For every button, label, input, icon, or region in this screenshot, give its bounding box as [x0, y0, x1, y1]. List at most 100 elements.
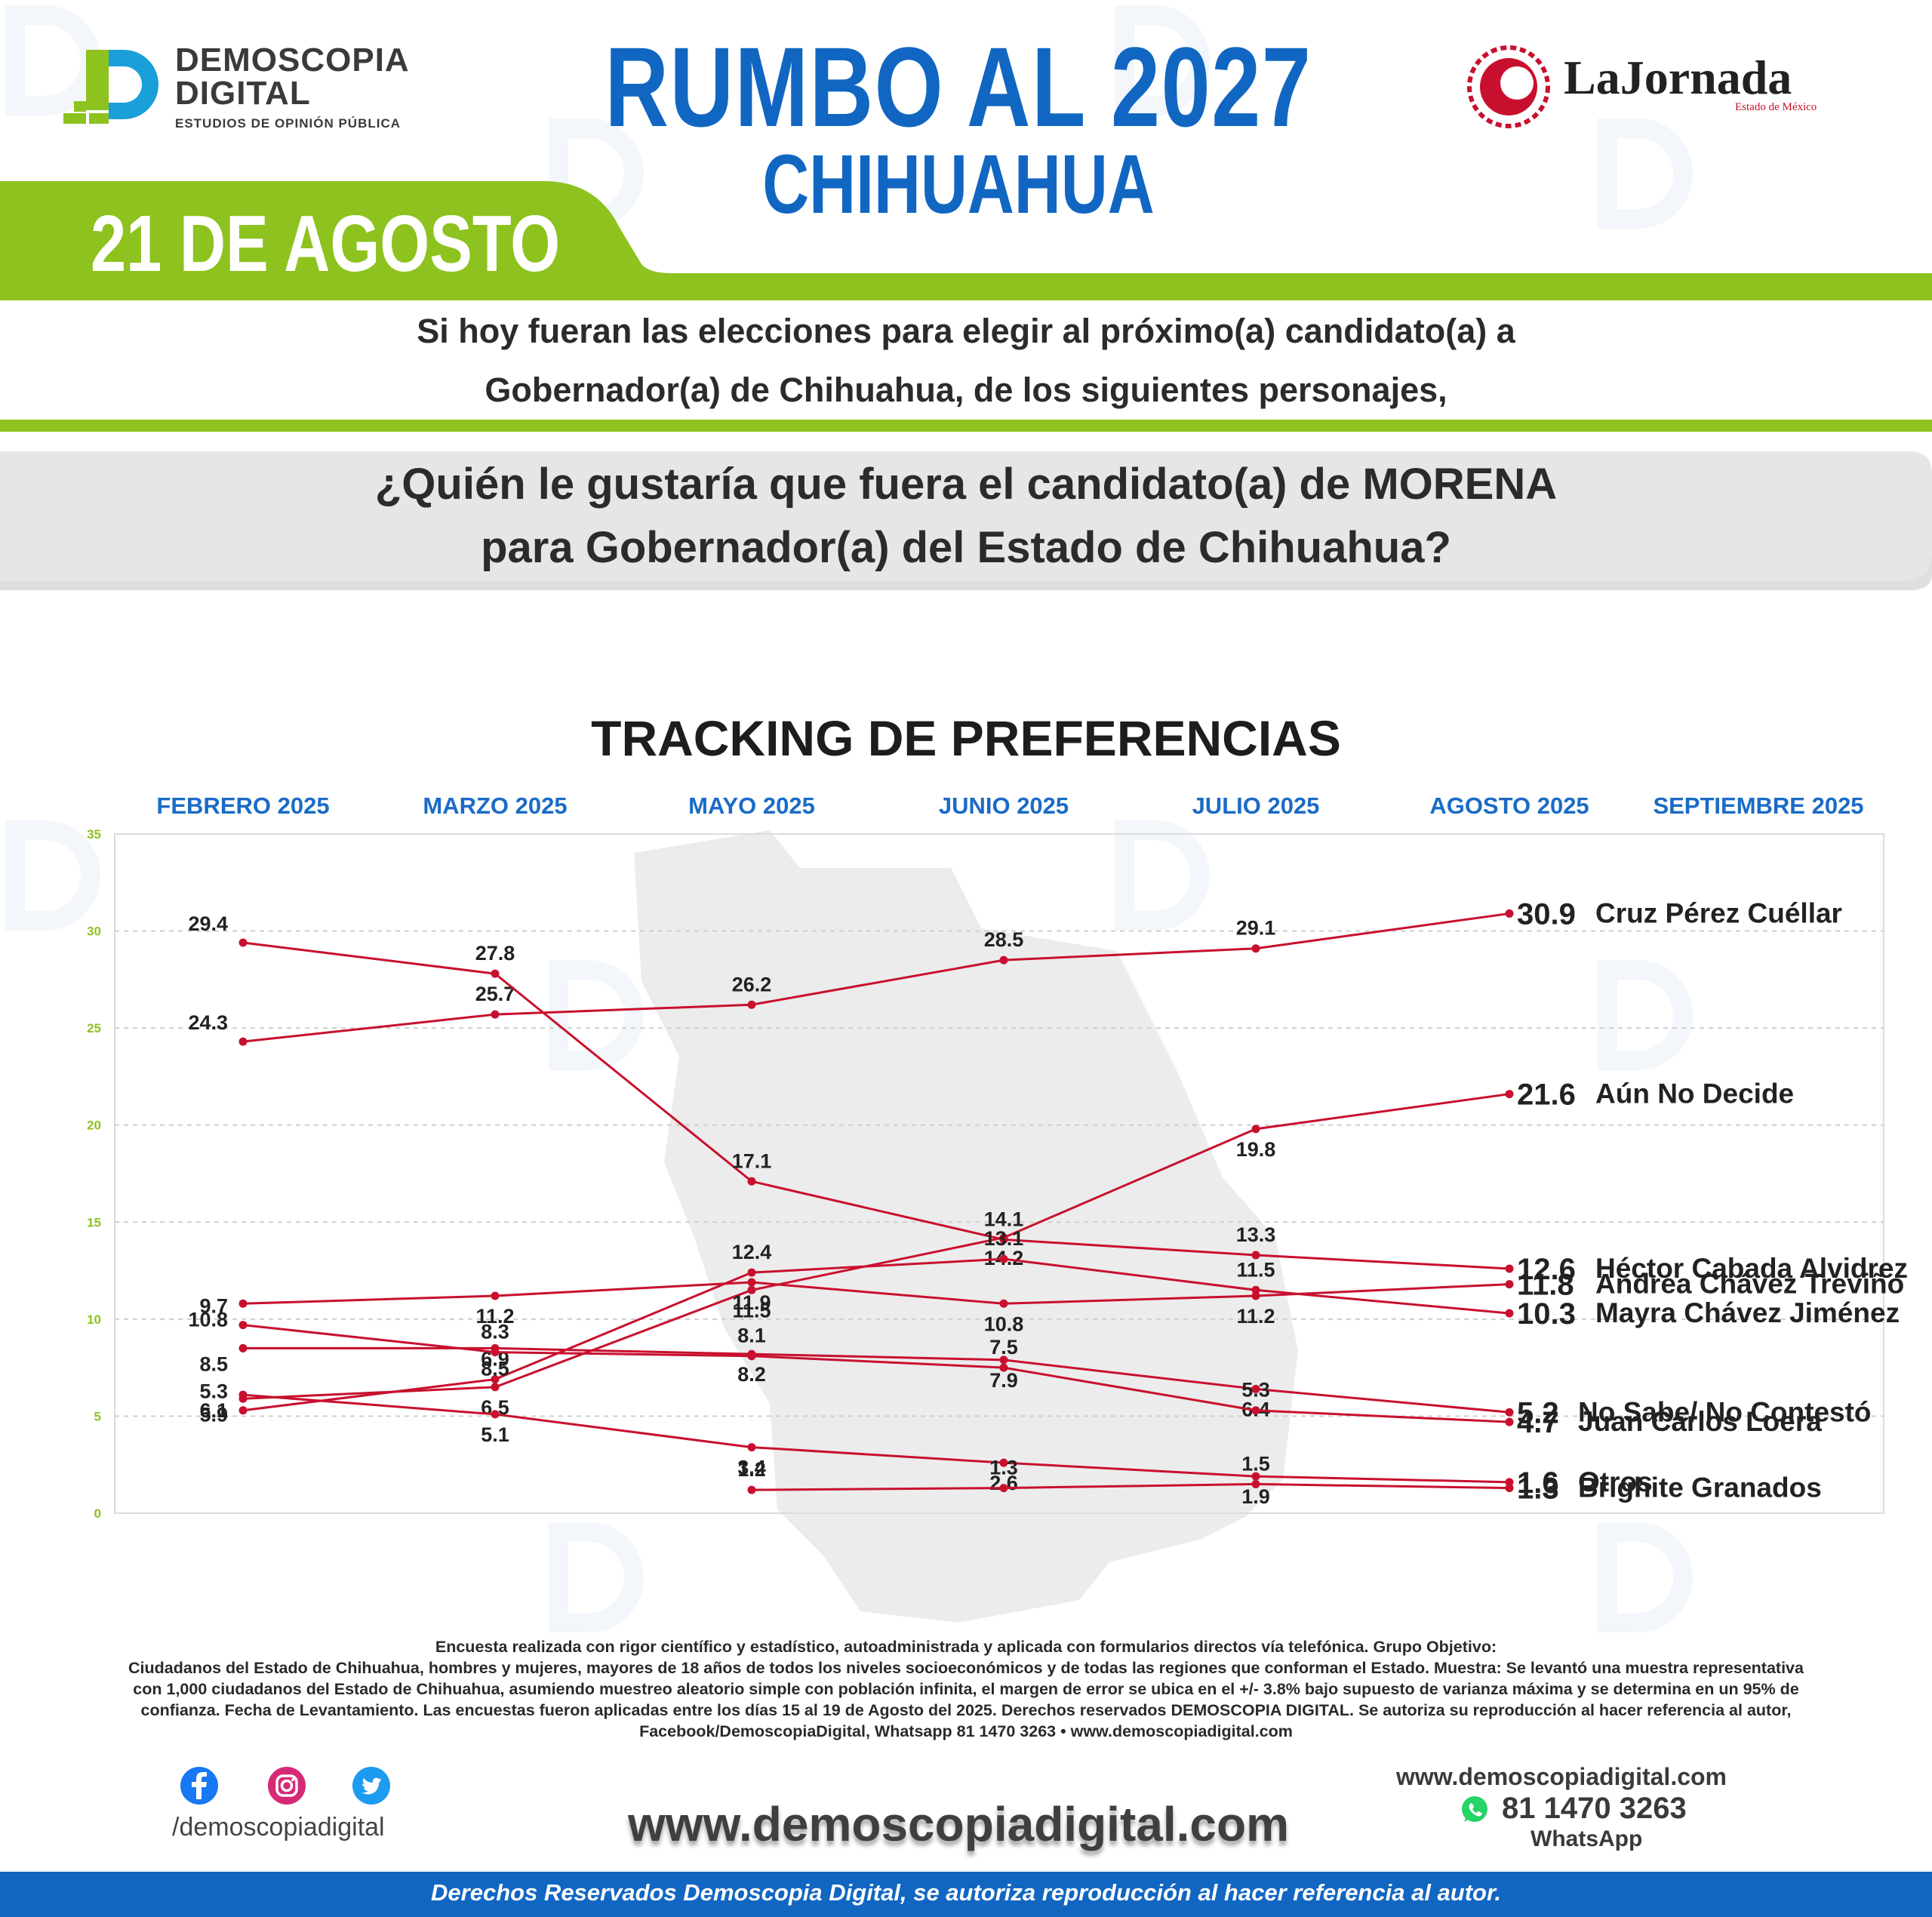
data-point: [491, 969, 500, 978]
data-point: [999, 1484, 1008, 1493]
series-name-label: Brighite Granados: [1578, 1472, 1822, 1503]
data-point: [999, 1299, 1008, 1308]
footnote-line: Ciudadanos del Estado de Chihuahua, homb…: [128, 1659, 1804, 1677]
demoscopia-logo: DEMOSCOPIA DIGITAL ESTUDIOS DE OPINIÓN P…: [63, 44, 456, 134]
question-main-line1: ¿Quién le gustaría que fuera el candidat…: [374, 460, 1558, 509]
end-value-label: 4.7: [1517, 1406, 1559, 1439]
end-value-label: 12.6: [1517, 1253, 1576, 1286]
facebook-icon[interactable]: [180, 1766, 219, 1805]
footer-bar: [0, 1872, 1932, 1917]
series-name-label: Cruz Pérez Cuéllar: [1595, 897, 1842, 928]
chart-title: TRACKING DE PREFERENCIAS: [591, 710, 1341, 766]
y-tick-label: 20: [87, 1119, 101, 1133]
data-label: 5.3: [199, 1380, 228, 1403]
data-point: [491, 1291, 500, 1300]
series-line: [242, 941, 1510, 1270]
data-point: [747, 1443, 756, 1452]
series-line: [242, 1393, 1510, 1484]
series-name-label: Mayra Chávez Jiménez: [1595, 1297, 1900, 1328]
data-label: 10.8: [188, 1308, 228, 1331]
instagram-icon[interactable]: [267, 1766, 306, 1805]
data-label: 26.2: [732, 973, 772, 995]
y-tick-label: 30: [87, 925, 101, 939]
data-label: 11.5: [1236, 1258, 1275, 1281]
data-label: 6.1: [199, 1399, 228, 1422]
twitter-icon[interactable]: [352, 1766, 391, 1805]
data-label: 8.5: [199, 1352, 228, 1375]
data-label: 27.8: [475, 942, 515, 965]
month-label: AGOSTO 2025: [1429, 792, 1589, 819]
data-point: [747, 1485, 756, 1494]
data-point: [491, 1410, 500, 1419]
month-label: FEBRERO 2025: [156, 792, 330, 819]
phone-number[interactable]: 81 1470 3263: [1502, 1792, 1687, 1825]
month-label: MAYO 2025: [688, 792, 815, 819]
social-handle[interactable]: /demoscopiadigital: [172, 1813, 385, 1842]
series-name-label: Héctor Cabada Alvidrez: [1595, 1253, 1908, 1284]
series-line: [243, 1346, 1510, 1414]
footnote-line: Facebook/DemoscopiaDigital, Whatsapp 81 …: [639, 1722, 1293, 1740]
data-point: [238, 1037, 248, 1046]
data-point: [238, 1299, 248, 1308]
series-name-label: No Sabe/ No Contestó: [1578, 1396, 1872, 1427]
data-point: [491, 1348, 500, 1357]
data-label: 13.3: [1236, 1223, 1276, 1246]
data-point: [747, 1285, 756, 1294]
data-point: [999, 1254, 1008, 1263]
month-label: MARZO 2025: [423, 792, 568, 819]
data-point: [1251, 1472, 1260, 1481]
partner-subtitle: Estado de México: [1735, 101, 1817, 113]
month-label: JULIO 2025: [1192, 792, 1320, 819]
date-label: 21 DE AGOSTO: [91, 199, 561, 288]
data-label: 8.1: [737, 1325, 766, 1347]
brand-line1: DEMOSCOPIA: [175, 42, 410, 78]
rights-text: Derechos Reservados Demoscopia Digital, …: [431, 1879, 1501, 1906]
data-point: [491, 1010, 500, 1019]
footnote-line: Encuesta realizada con rigor científico …: [435, 1638, 1497, 1656]
end-value-label: 1.3: [1517, 1472, 1559, 1506]
page-title: RUMBO AL 2027: [605, 23, 1312, 150]
whatsapp-label: WhatsApp: [1531, 1826, 1643, 1851]
data-point: [238, 1390, 248, 1399]
end-value-label: 1.6: [1517, 1466, 1559, 1500]
data-label: 1.3: [989, 1457, 1018, 1479]
data-label: 24.3: [188, 1011, 228, 1034]
data-label: 1.2: [737, 1458, 766, 1481]
series-name-label: Juan Carlos Loera: [1578, 1406, 1822, 1437]
data-point: [999, 1458, 1008, 1467]
data-point: [999, 1363, 1008, 1372]
data-label: 11.9: [732, 1291, 771, 1314]
series-name-label: Otros: [1578, 1466, 1653, 1497]
month-label: JUNIO 2025: [938, 792, 1069, 819]
data-label: 5.9: [199, 1403, 228, 1426]
data-label: 8.3: [481, 1321, 509, 1343]
end-value-label: 5.2: [1517, 1396, 1559, 1429]
website-link[interactable]: www.demoscopiadigital.com: [628, 1797, 1289, 1851]
y-tick-label: 5: [94, 1409, 101, 1423]
data-label: 12.4: [732, 1241, 772, 1263]
data-label: 28.5: [984, 928, 1024, 951]
plot-frame: [114, 833, 1884, 1514]
data-label: 7.9: [989, 1369, 1018, 1392]
data-point: [999, 1355, 1008, 1365]
website-link-small[interactable]: www.demoscopiadigital.com: [1396, 1763, 1727, 1790]
question-main: ¿Quién le gustaría que fuera el candidat…: [0, 453, 1932, 580]
end-value-label: 10.3: [1517, 1297, 1576, 1331]
data-point: [747, 1000, 756, 1009]
data-label: 11.2: [475, 1305, 514, 1328]
tracking-chart: 0 5 10 15 20 25 30 35 24.3 25.7 26.2 28.5 29.1 30.9 Cr…: [87, 827, 1908, 1521]
data-point: [491, 1375, 500, 1384]
data-label: 1.5: [1241, 1452, 1270, 1475]
y-tick-label: 25: [87, 1021, 101, 1035]
data-point: [747, 1177, 756, 1186]
series-line: [751, 1482, 1510, 1491]
data-point: [1505, 909, 1514, 918]
data-label: 11.2: [1236, 1305, 1275, 1328]
y-tick-label: 0: [94, 1506, 101, 1521]
data-label: 5.1: [481, 1423, 509, 1446]
methodology-note: Encuesta realizada con rigor científico …: [45, 1636, 1887, 1742]
series-line: [242, 912, 1510, 1043]
data-label: 29.4: [188, 912, 228, 935]
data-point: [1251, 944, 1260, 953]
end-value-label: 21.6: [1517, 1079, 1576, 1112]
